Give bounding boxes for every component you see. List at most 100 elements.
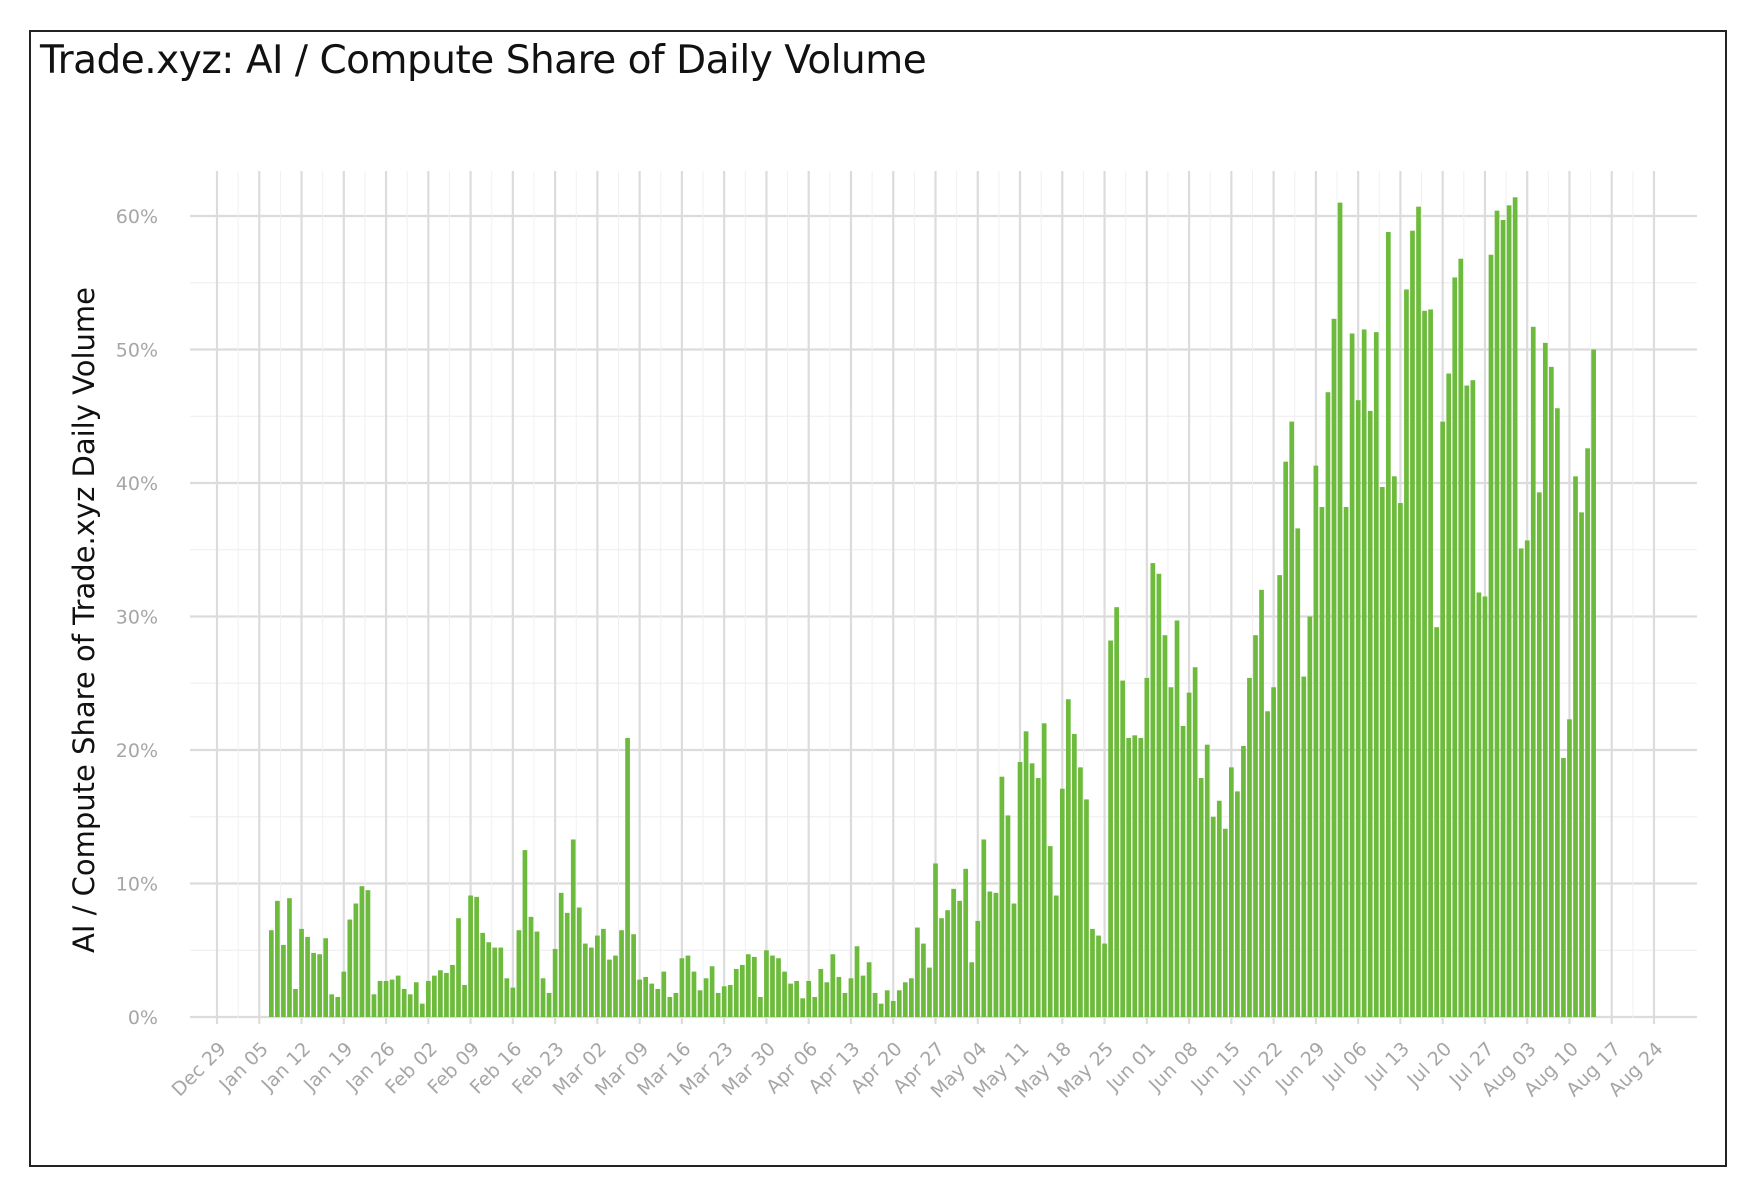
- bar: [1035, 778, 1041, 1017]
- bar: [395, 975, 401, 1017]
- bar: [474, 896, 479, 1017]
- bar: [866, 962, 872, 1017]
- bar: [275, 900, 280, 1017]
- y-tick-label: 10%: [116, 874, 158, 896]
- bar: [631, 934, 636, 1017]
- bar: [1416, 206, 1421, 1017]
- bar: [359, 886, 365, 1017]
- bar: [432, 975, 437, 1017]
- bar: [1422, 310, 1427, 1017]
- bar: [1162, 635, 1168, 1017]
- bar: [884, 990, 890, 1017]
- y-gridlines: [190, 214, 1697, 1019]
- bar: [329, 994, 335, 1017]
- x-tick-label: Dec 29: [168, 1038, 231, 1101]
- bar: [1549, 366, 1554, 1018]
- bar: [293, 988, 298, 1017]
- bar: [1192, 667, 1198, 1017]
- bar: [878, 1003, 884, 1017]
- bar: [1398, 503, 1403, 1017]
- y-tick-label: 0%: [128, 1007, 158, 1029]
- bar: [1367, 410, 1373, 1017]
- bar: [1253, 635, 1258, 1017]
- bar: [1434, 627, 1439, 1017]
- bar: [752, 956, 757, 1017]
- y-tick-label: 40%: [116, 473, 158, 495]
- bar: [516, 930, 522, 1017]
- bar: [540, 978, 546, 1017]
- bar: [383, 980, 389, 1017]
- bar: [951, 888, 956, 1017]
- bar: [1518, 548, 1524, 1017]
- bar: [782, 971, 787, 1017]
- bar: [691, 971, 697, 1017]
- bar: [1530, 326, 1536, 1017]
- bar: [1277, 575, 1283, 1017]
- bar: [1174, 620, 1180, 1017]
- bar: [709, 966, 715, 1017]
- bar: [510, 987, 516, 1017]
- bar: [1126, 737, 1132, 1017]
- bar: [860, 975, 866, 1017]
- bar: [981, 839, 987, 1017]
- bar: [1168, 687, 1174, 1017]
- bar: [1065, 699, 1071, 1017]
- bar: [1392, 476, 1397, 1017]
- bar: [999, 776, 1005, 1017]
- bar: [1180, 725, 1186, 1017]
- bar: [1567, 719, 1572, 1017]
- bar: [1265, 711, 1270, 1017]
- bar: [299, 928, 304, 1017]
- bar: [739, 964, 745, 1017]
- y-tick-label: 60%: [116, 206, 158, 228]
- bar: [522, 850, 528, 1017]
- bar: [305, 936, 310, 1017]
- bar: [1120, 680, 1126, 1017]
- bar: [1361, 329, 1367, 1018]
- bar: [927, 967, 932, 1017]
- bar: [745, 954, 751, 1017]
- bar: [323, 938, 329, 1017]
- bar: [317, 954, 322, 1017]
- bar: [679, 958, 685, 1017]
- bar: [1452, 277, 1458, 1017]
- bar: [1536, 492, 1542, 1018]
- bar-series: [268, 197, 1596, 1018]
- bar: [727, 984, 733, 1017]
- bar: [1102, 943, 1107, 1017]
- bar: [1011, 903, 1017, 1017]
- bar: [818, 968, 824, 1017]
- bar: [1343, 507, 1349, 1017]
- bar: [1307, 616, 1313, 1017]
- bar: [1542, 342, 1548, 1017]
- bar: [788, 983, 793, 1017]
- bar: [1041, 723, 1047, 1017]
- bar: [1373, 332, 1379, 1017]
- bar: [1476, 592, 1482, 1017]
- bar: [1410, 230, 1415, 1017]
- bar: [546, 992, 552, 1017]
- chart-title: Trade.xyz: AI / Compute Share of Daily V…: [40, 38, 927, 83]
- bar: [969, 962, 975, 1017]
- bar: [848, 978, 854, 1017]
- bar: [570, 839, 576, 1017]
- bar: [413, 982, 419, 1017]
- bar: [444, 972, 449, 1017]
- bar: [1259, 589, 1264, 1017]
- bar: [915, 927, 920, 1017]
- bar: [1084, 799, 1089, 1017]
- bar: [945, 910, 950, 1017]
- bar: [902, 982, 908, 1017]
- bar: [975, 920, 981, 1017]
- bar: [407, 994, 413, 1017]
- bar: [1216, 800, 1222, 1017]
- bar: [830, 954, 836, 1017]
- bar: [1355, 400, 1361, 1018]
- bar: [1561, 758, 1566, 1017]
- bar: [468, 895, 473, 1017]
- bar: [1440, 421, 1446, 1018]
- bar: [462, 984, 467, 1017]
- bar: [389, 979, 395, 1017]
